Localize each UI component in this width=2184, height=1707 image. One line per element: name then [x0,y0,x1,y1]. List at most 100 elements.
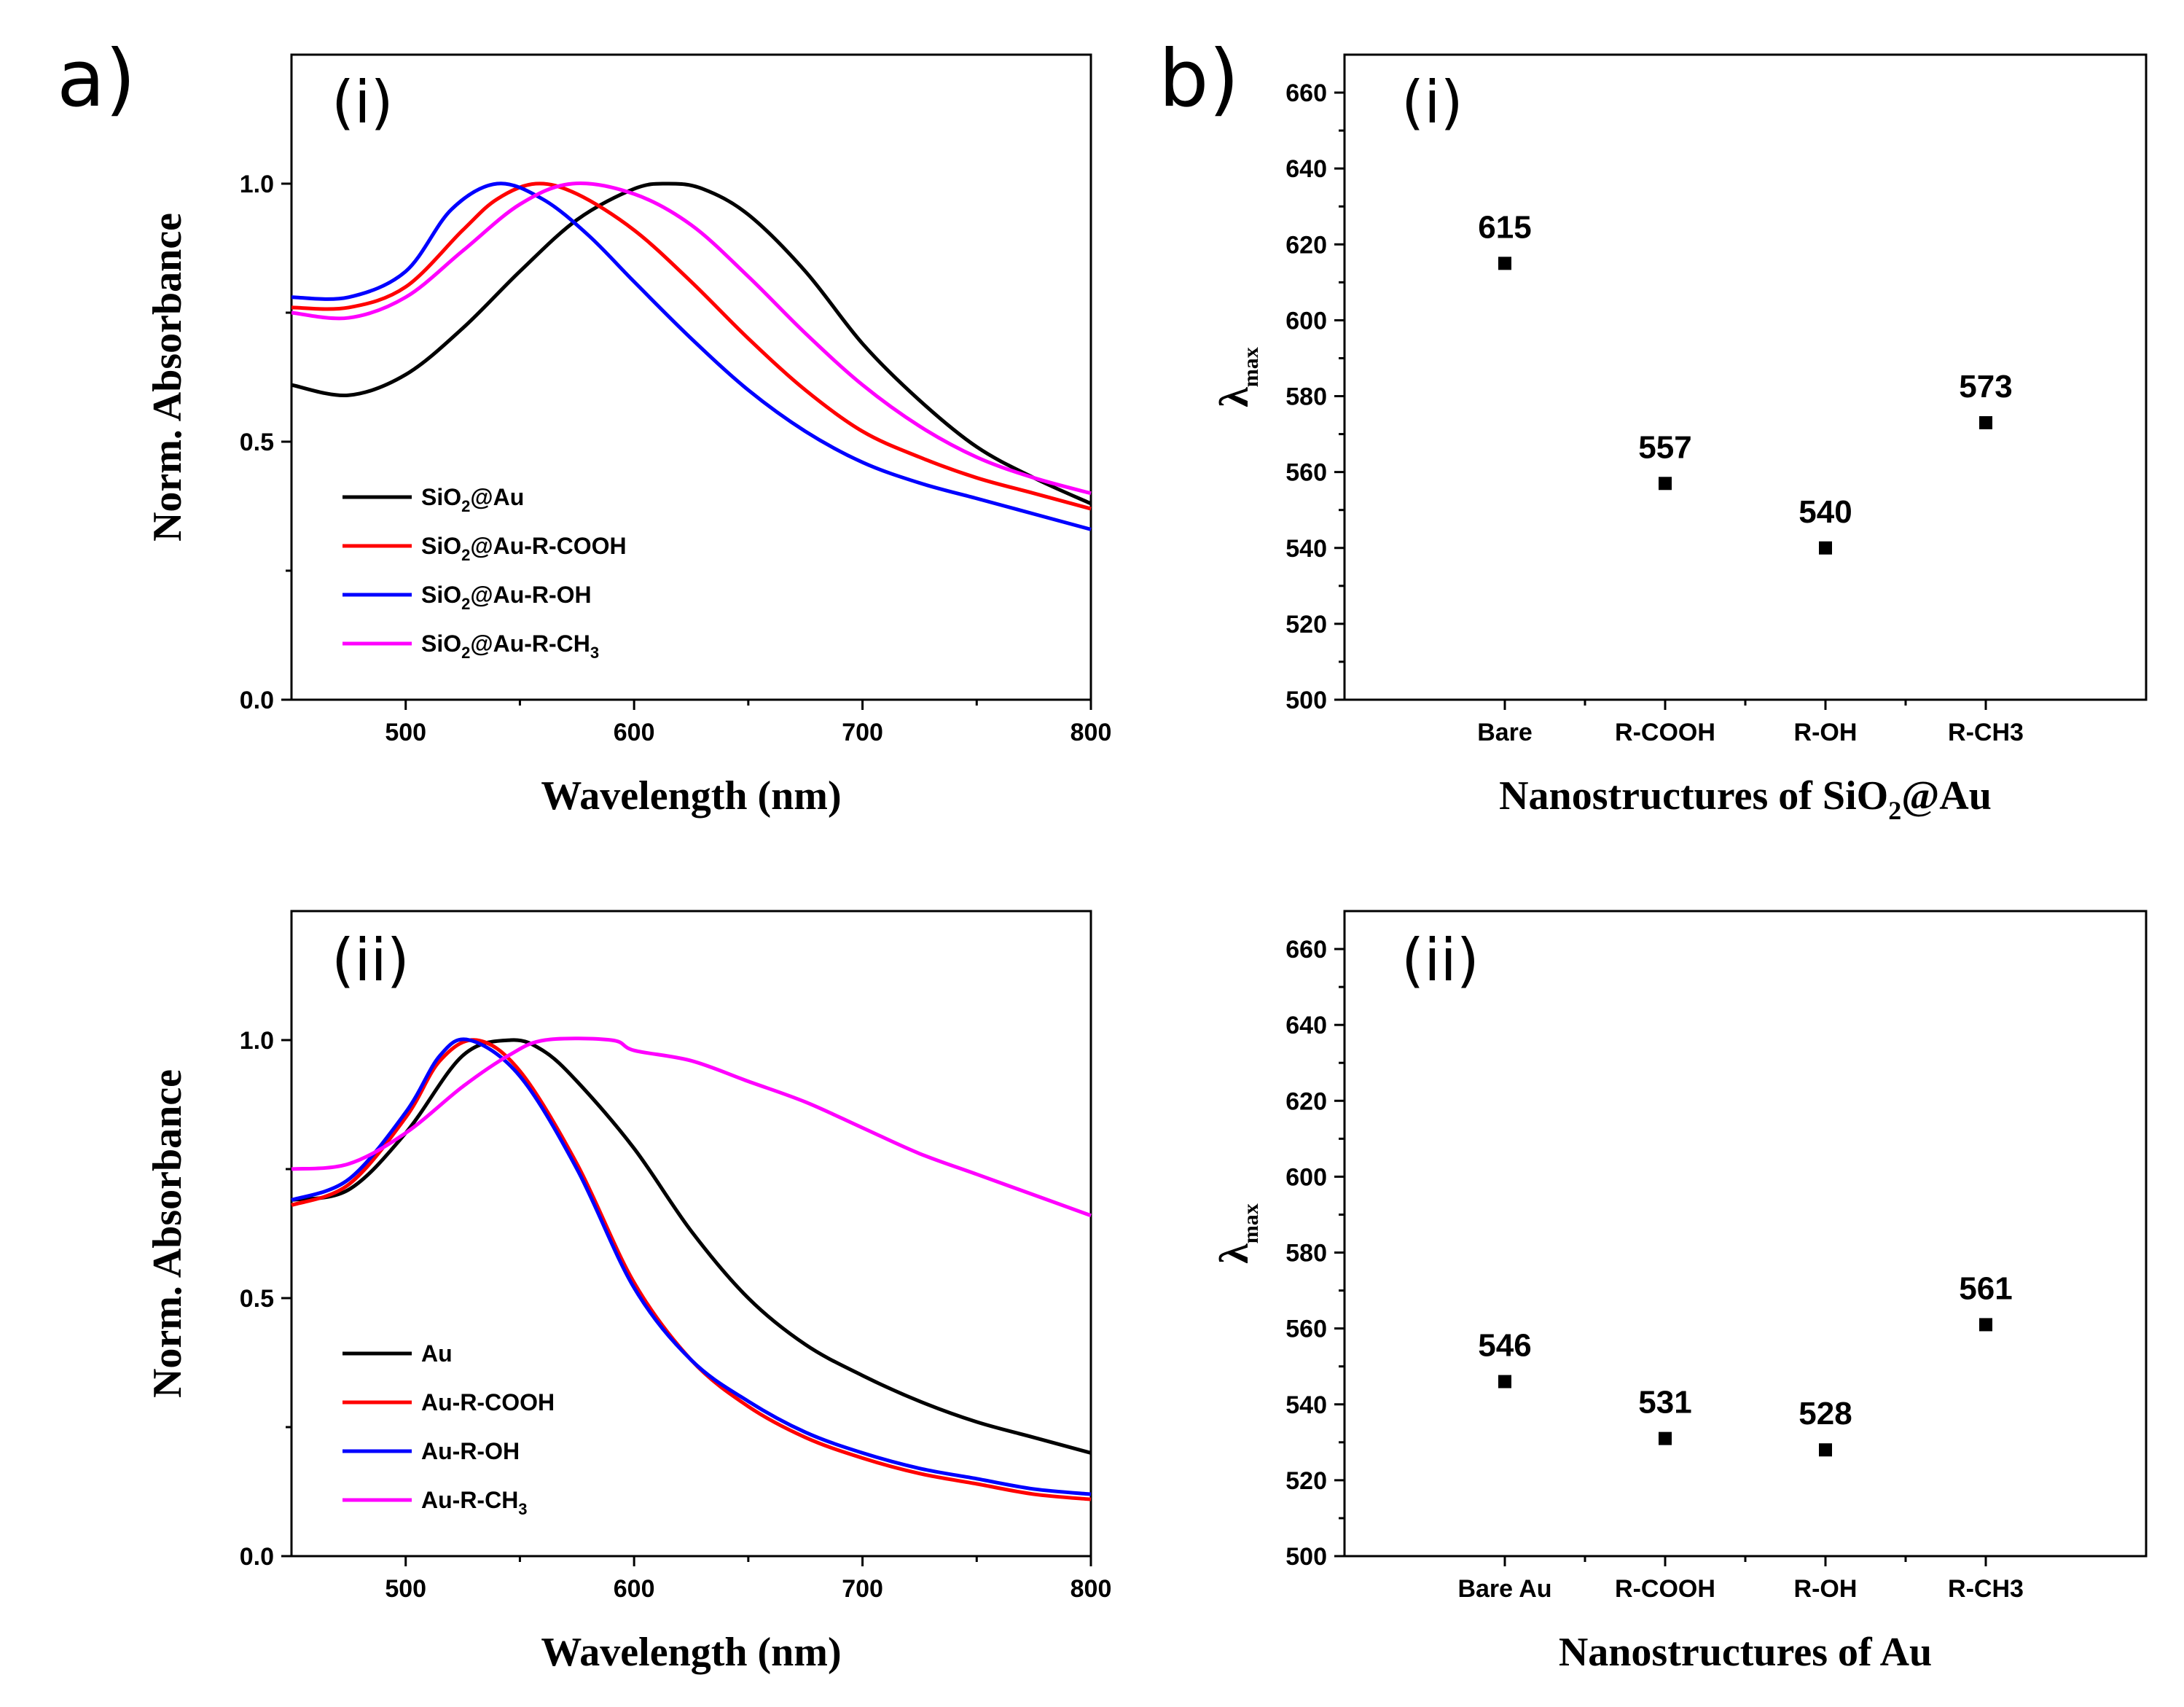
legend-text-subscript: 2 [461,644,470,662]
series-line-Au-R-COOH [291,1038,1092,1501]
legend-text-rest: @Au [470,484,524,510]
y-axis-title-a-i: Norm. Absorbance [145,213,190,542]
data-label: 573 [1959,369,2012,405]
y-tick-label: 500 [1285,687,1327,714]
y-tick-label: 520 [1285,1467,1327,1495]
series-line-Au [291,1038,1092,1455]
y-tick-label: 0.0 [240,687,274,714]
y-tick-label: 660 [1285,79,1327,107]
y-axis-title-subscript: max [1239,1203,1263,1243]
y-tick-label: 0.5 [240,429,274,456]
y-tick-label: 540 [1285,535,1327,563]
data-label: 540 [1799,494,1852,530]
category-label: R-COOH [1615,719,1715,746]
x-tick-label: 800 [1071,1575,1112,1603]
x-axis-title-rest: @Au [1901,773,1992,819]
y-tick-label: 600 [1285,1163,1327,1191]
x-axis-title-main: Nanostructures of Au [1559,1630,1932,1675]
panel-letter-a-i: a) [57,34,136,125]
legend-text-rest: @Au-R-CH [470,630,590,657]
data-point-R-CH3 [1979,1318,1992,1332]
data-point-R-OH [1819,1443,1832,1457]
legend-text-main: SiO [421,533,461,559]
legend-text-subscript: 3 [518,1500,527,1518]
y-axis-title-b-i: λmax [1212,347,1263,407]
x-tick-label: 500 [385,719,426,746]
panel-letter-b-i: b) [1159,34,1240,125]
y-tick-label: 1.0 [240,171,274,198]
data-label: 546 [1478,1328,1531,1364]
y-tick-label: 560 [1285,1316,1327,1343]
sub-label-b-ii: (ii) [1401,926,1479,994]
data-label: 557 [1638,429,1691,465]
legend-text-rest: @Au-R-OH [470,582,591,608]
y-tick-label: 640 [1285,155,1327,183]
legend-entry-SiO2@Au: SiO2@Au [421,484,524,515]
legend-text-main: Au-R-OH [421,1438,520,1464]
data-point-R-COOH [1659,477,1672,491]
series-line-Au-R-CH3 [291,1036,1092,1218]
chart-a-i: a) (i) 0.0 0.5 1.0 500 600 700 800 Wavelength (nm… [57,34,1111,819]
category-label: R-COOH [1615,1575,1715,1603]
legend-text-main: SiO [421,630,461,657]
legend-entry-Au: Au [421,1340,453,1367]
series-line-SiO2@Au-R-COOH [291,181,1092,511]
series-line-SiO2@Au [291,181,1092,506]
y-tick-label: 520 [1285,611,1327,638]
y-tick-label: 500 [1285,1543,1327,1571]
category-label: R-CH3 [1948,719,2024,746]
y-tick-label: 660 [1285,936,1327,964]
data-point-Bare Au [1498,1375,1511,1388]
legend-entry-Au-R-CH3: Au-R-CH3 [421,1487,528,1518]
x-tick-label: 700 [842,719,883,746]
data-label: 561 [1959,1270,2012,1306]
y-axis-title-main: λ [1212,1243,1257,1264]
legend-entry-SiO2@Au-R-COOH: SiO2@Au-R-COOH [421,533,627,564]
chart-b-i: b) (i) 500 520 540 560 580 600 620 640 660 Bare 615 R… [1159,34,2148,825]
chart-b-ii: (ii) 500 520 540 560 580 600 620 640 660 Bare Au 54… [1212,910,2148,1675]
legend-text-subscript: 2 [461,595,470,613]
category-label: R-OH [1794,719,1858,746]
x-axis-title-subscript: 2 [1888,796,1901,825]
legend-entry-SiO2@Au-R-CH3: SiO2@Au-R-CH3 [421,630,599,662]
x-axis-title-a-ii: Wavelength (nm) [541,1630,841,1675]
legend-entry-SiO2@Au-R-OH: SiO2@Au-R-OH [421,582,592,613]
data-label: 615 [1478,209,1531,245]
x-tick-label: 600 [614,1575,655,1603]
chart-a-ii: (ii) 0.0 0.5 1.0 500 600 700 800 Wavelength (nm)… [145,910,1112,1675]
data-point-R-OH [1819,541,1832,555]
y-tick-label: 620 [1285,1087,1327,1115]
y-tick-label: 620 [1285,231,1327,259]
data-label: 528 [1799,1396,1852,1431]
y-tick-label: 640 [1285,1012,1327,1039]
x-tick-label: 800 [1071,719,1112,746]
legend-text-subscript: 3 [590,644,599,662]
data-point-R-CH3 [1979,415,1992,429]
sub-label-b-i: (i) [1401,69,1463,136]
x-tick-label: 600 [614,719,655,746]
x-axis-title-a-i: Wavelength (nm) [541,773,841,819]
plot-frame-a-ii [290,910,1092,1558]
sub-label-a-i: (i) [332,69,394,136]
y-tick-label: 600 [1285,307,1327,335]
x-tick-label: 500 [385,1575,426,1603]
x-tick-label: 700 [842,1575,883,1603]
series-line-SiO2@Au-R-CH3 [291,181,1092,496]
data-point-R-COOH [1659,1431,1672,1445]
series-line-Au-R-OH [291,1037,1092,1496]
y-axis-title-main: λ [1212,387,1257,407]
y-axis-title-a-ii: Norm. Absorbance [145,1069,190,1398]
category-label: Bare [1477,719,1533,746]
y-tick-label: 540 [1285,1391,1327,1419]
legend-text-main: SiO [421,484,461,510]
y-axis-title-subscript: max [1239,347,1263,387]
x-axis-title-b-i: Nanostructures of SiO2@Au [1499,773,1992,825]
legend-text-main: Au-R-COOH [421,1389,555,1415]
sub-label-a-ii: (ii) [332,926,410,994]
plot-frame-b-i [1343,53,2148,701]
y-tick-label: 580 [1285,1240,1327,1267]
y-tick-label: 560 [1285,459,1327,487]
series-line-SiO2@Au-R-OH [291,181,1092,531]
legend-text-main: Au-R-CH [421,1487,518,1513]
